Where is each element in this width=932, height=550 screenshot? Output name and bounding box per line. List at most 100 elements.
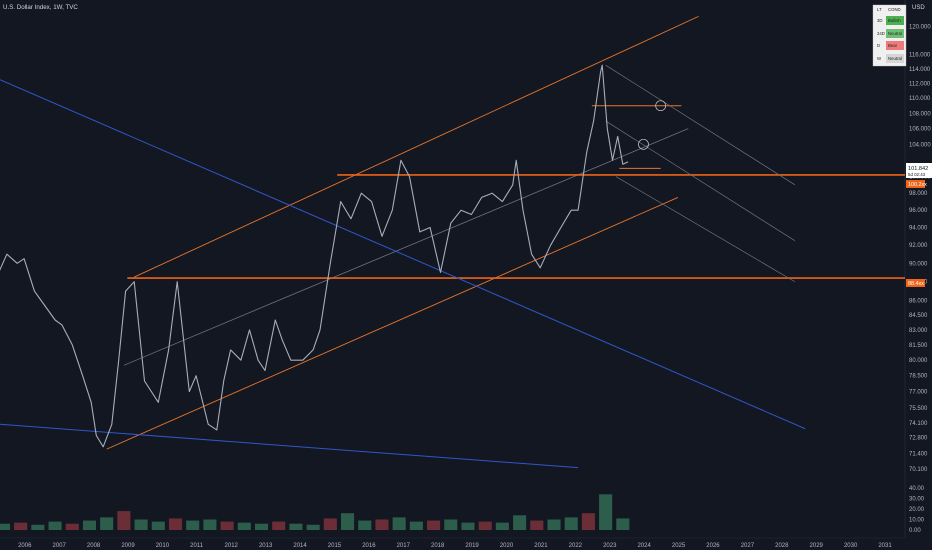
condition-table: LT COND 3D Bullish 24D Neutral D Bear W … [872,4,907,67]
volume-bar [134,519,148,530]
volume-bar [616,518,630,530]
table-header-lt: LT [877,7,882,12]
volume-tick-label: 20.00 [909,507,925,513]
x-tick-label: 2011 [190,543,204,549]
volume-bar [82,520,97,530]
volume-bar [168,518,183,530]
volume-tick-label: 40.00 [909,486,925,492]
drawing-channel-mid[interactable] [123,128,689,366]
y-tick-label: 83.000 [909,328,928,334]
annotation-circle-2[interactable] [638,138,649,150]
price-series-layer [0,64,629,448]
y-tick-label: 90.000 [909,261,928,267]
y-tick-label: 77.000 [909,390,928,396]
x-tick-label: 2029 [810,543,824,549]
y-tick-label: 92.000 [909,243,928,249]
volume-bar [186,520,200,530]
x-tick-label: 2027 [741,543,755,549]
x-tick-label: 2014 [293,543,307,549]
volume-bar [220,521,234,530]
y-tick-label: 70.100 [909,467,928,473]
table-row-1-cond: Bullish [888,18,901,23]
volume-bar [444,519,458,530]
volume-bar [14,522,28,530]
volume-tick-label: 10.00 [909,518,925,524]
drawing-fan-1[interactable] [605,64,796,186]
y-tick-label: 110.000 [909,96,931,102]
y-tick-label: 114.000 [909,67,931,73]
x-tick-label: 2022 [569,543,583,549]
volume-bar [392,517,406,530]
x-tick-label: 2026 [706,543,720,549]
table-row-2-cell [886,29,904,38]
time-axis-ticks: 2006 2007 2008 2009 2010 2011 2012 2013 2014 2015… [18,543,892,549]
x-tick-label: 2030 [844,543,858,549]
annotation-circle-1[interactable] [655,100,667,112]
price-scale[interactable] [905,0,932,550]
x-tick-label: 2008 [87,543,101,549]
table-row-3-tf: D [877,43,880,48]
y-tick-label: 106.000 [909,127,931,133]
y-tick-label: 78.500 [909,374,928,380]
x-tick-label: 2013 [259,543,273,549]
table-row-3-cell [886,41,904,50]
volume-bar [323,518,337,530]
x-tick-label: 2017 [397,543,411,549]
volume-bar [31,524,45,530]
drawing-channel-top[interactable] [134,15,699,278]
volume-bar [254,523,269,530]
y-tick-label: 98.000 [909,191,928,197]
last-price-value: 101.842 [908,166,928,172]
drawing-channel-bottom[interactable] [106,196,679,450]
x-tick-label: 2020 [500,543,514,549]
x-tick-label: 2019 [465,543,479,549]
volume-bar [151,521,165,530]
level-tag-lower: 88.4xx [906,279,925,287]
volume-bar [48,521,62,530]
price-axis-ticks: 120.000 116.000 114.000 112.000 110.000 108.0… [909,25,931,473]
level-tag-upper-value: 100.2xx [908,182,927,188]
x-tick-label: 2028 [775,543,789,549]
volume-bar [100,517,114,530]
x-tick-label: 2015 [328,543,342,549]
y-tick-label: 116.000 [909,52,931,58]
table-row-4-tf: W [877,56,882,61]
x-tick-label: 2018 [431,543,445,549]
drawing-trend-blue-long[interactable] [0,79,806,430]
volume-bar [358,520,372,530]
y-tick-label: 75.500 [909,406,928,412]
last-price-box [906,163,932,178]
x-tick-label: 2024 [637,543,651,549]
volume-bar [237,522,251,530]
y-tick-label: 80.000 [909,358,928,364]
y-tick-label: 72.800 [909,436,928,442]
volume-bar [306,524,320,530]
volume-bar [409,521,423,530]
volume-bar [289,523,303,530]
annotations-layer [638,100,667,150]
level-tag-lower-value: 88.4xx [908,281,924,287]
y-tick-label: 112.000 [909,81,931,87]
volume-axis-ticks: 40.00 30.00 20.00 10.00 0.00 [909,486,925,534]
volume-bar [478,521,492,530]
y-tick-label: 74.100 [909,421,928,427]
drawing-trend-blue-bottom[interactable] [0,423,579,469]
y-tick-label: 120.000 [909,25,931,31]
y-tick-label: 104.000 [909,142,931,148]
y-tick-label: 86.000 [909,299,928,305]
x-tick-label: 2025 [672,543,686,549]
y-tick-label: 71.400 [909,452,928,458]
y-tick-label: 108.000 [909,111,931,117]
drawing-fan-2[interactable] [605,120,796,242]
currency-label[interactable]: USD [912,5,925,11]
price-series-line-0 [0,64,629,448]
y-tick-label: 84.500 [909,313,928,319]
volume-bar [495,522,509,530]
chart-title: U.S. Dollar Index, 1W, TVC [3,4,78,11]
volume-bar [272,521,286,530]
volume-bar [117,511,131,530]
drawing-fan-3[interactable] [615,176,796,283]
volume-bar [513,515,527,530]
